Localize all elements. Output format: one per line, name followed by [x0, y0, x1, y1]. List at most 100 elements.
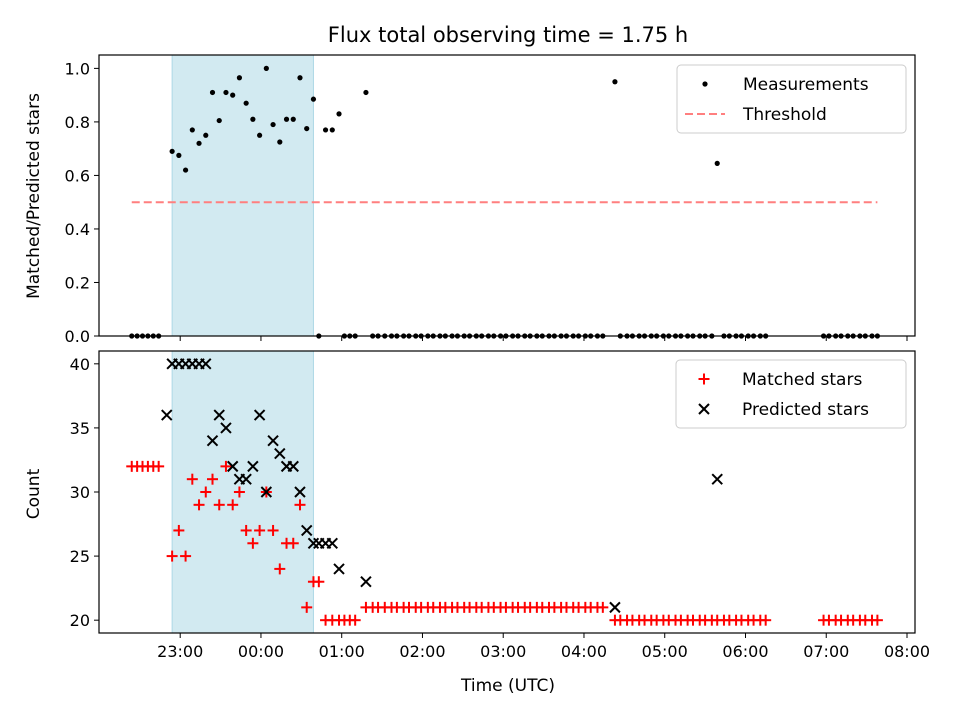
measurement-point: [223, 89, 229, 96]
x-tick-label: 07:00: [803, 642, 849, 661]
predicted-star-point: [161, 409, 173, 421]
predicted-star-point: [253, 409, 266, 421]
bottom-legend-item: Predicted stars: [698, 400, 869, 420]
chart-title: Flux total observing time = 1.75 h: [328, 23, 688, 47]
bottom-y-tick-label: 30: [70, 483, 90, 502]
top-legend-label: Measurements: [743, 75, 869, 95]
matched-star-point: [186, 473, 198, 485]
top-panel-y-axis-label: Matched/Predicted stars: [24, 93, 44, 299]
matched-star-point: [597, 601, 609, 613]
predicted-marker-b: [301, 524, 313, 537]
matched-star-point: [274, 563, 286, 575]
measurement-point: [257, 132, 263, 138]
predicted-marker-b: [274, 447, 286, 460]
top-y-tick-label: 0.2: [65, 273, 90, 292]
predicted-marker-b: [206, 435, 219, 447]
matched-star-point: [267, 524, 279, 536]
bottom-legend-box: [675, 359, 907, 429]
bottom-legend-item: Matched stars: [698, 370, 862, 390]
predicted-star-point: [220, 422, 232, 434]
matched-star-point: [200, 486, 212, 498]
matched-star-point: [254, 524, 266, 536]
measurement-point: [169, 148, 175, 154]
measurement-point: [297, 75, 303, 81]
predicted-star-point: [240, 473, 252, 485]
measurement-point: [236, 75, 243, 81]
measurement-point: [336, 111, 342, 117]
predicted-marker-b: [260, 486, 273, 498]
predicted-star-point: [326, 537, 338, 549]
matched-star-point: [247, 537, 259, 549]
measurement-point: [263, 65, 269, 71]
top-y-tick-label: 0.0: [65, 327, 90, 346]
x-tick-label: 06:00: [722, 642, 768, 661]
x-tick-label: 04:00: [561, 642, 607, 661]
matched-star-point: [349, 614, 361, 626]
matched-star-point: [294, 499, 306, 511]
matched-star-point: [166, 550, 178, 562]
x-tick-label: 01:00: [319, 642, 365, 661]
matched-star-point: [173, 524, 185, 536]
matched-star-point: [180, 550, 192, 562]
predicted-star-point: [360, 576, 372, 588]
top-y-tick-label: 0.6: [65, 166, 90, 185]
measurement-point: [714, 160, 720, 166]
measurement-point: [176, 152, 182, 158]
bottom-y-tick-label: 25: [70, 547, 90, 566]
measurement-point: [203, 132, 209, 138]
bottom-panel: 20 25 30 35 40 23:00 00:00 01:00 02:00 03:00 04:00…: [70, 350, 930, 661]
predicted-marker-b: [711, 473, 723, 485]
bottom-y-tick-label: 35: [70, 419, 90, 438]
matched-star-point: [871, 614, 883, 626]
predicted-star-point: [609, 601, 621, 614]
matched-star-point: [301, 601, 313, 613]
bottom-axes-frame: [98, 350, 916, 634]
measurement-point: [243, 100, 249, 106]
predicted-star-point: [260, 486, 273, 498]
x-tick-label: 02:00: [399, 642, 445, 661]
measurement-point: [270, 121, 276, 128]
legend-marker-x-b: [698, 403, 710, 415]
predicted-marker-b: [294, 486, 306, 498]
predicted-marker-b: [360, 576, 372, 588]
top-axes-frame: [98, 54, 916, 337]
predicted-marker-b: [161, 409, 173, 421]
measurement-point: [612, 79, 618, 85]
matched-star-point: [760, 614, 772, 626]
matched-star-point: [227, 499, 239, 511]
measurement-point: [329, 127, 335, 133]
x-axis-label: Time (UTC): [460, 676, 555, 696]
predicted-star-point: [711, 473, 723, 485]
bottom-legend-label: Matched stars: [742, 370, 862, 390]
x-tick-label: 03:00: [480, 642, 526, 661]
predicted-star-point: [287, 460, 299, 473]
bottom-y-tick-label: 20: [70, 611, 90, 630]
matched-star-point: [287, 537, 299, 549]
predicted-star-point: [200, 358, 212, 370]
measurement-point: [209, 89, 216, 96]
predicted-star-point: [294, 486, 306, 498]
matched-star-point: [233, 486, 245, 498]
bottom-panel-y-axis-label: Count: [24, 468, 44, 519]
matched-star-point: [220, 460, 232, 472]
matched-star-point: [153, 460, 165, 472]
predicted-marker-b: [287, 460, 299, 473]
predicted-star-point: [267, 435, 279, 447]
matched-star-point: [313, 576, 325, 588]
top-y-tick-label: 0.4: [65, 220, 90, 239]
top-legend-item: Measurements: [702, 75, 869, 95]
measurement-point: [182, 167, 189, 173]
measurement-point: [310, 96, 317, 102]
legend-marker-dot: [702, 81, 708, 87]
measurement-point: [189, 127, 195, 133]
predicted-star-point: [274, 447, 286, 460]
x-tick-label: 08:00: [884, 642, 930, 661]
x-tick-label: 00:00: [238, 642, 284, 661]
measurement-point: [250, 116, 256, 122]
predicted-marker-b: [609, 601, 621, 614]
predicted-star-point: [247, 460, 259, 473]
predicted-marker-b: [247, 460, 259, 473]
predicted-marker-b: [333, 563, 345, 575]
